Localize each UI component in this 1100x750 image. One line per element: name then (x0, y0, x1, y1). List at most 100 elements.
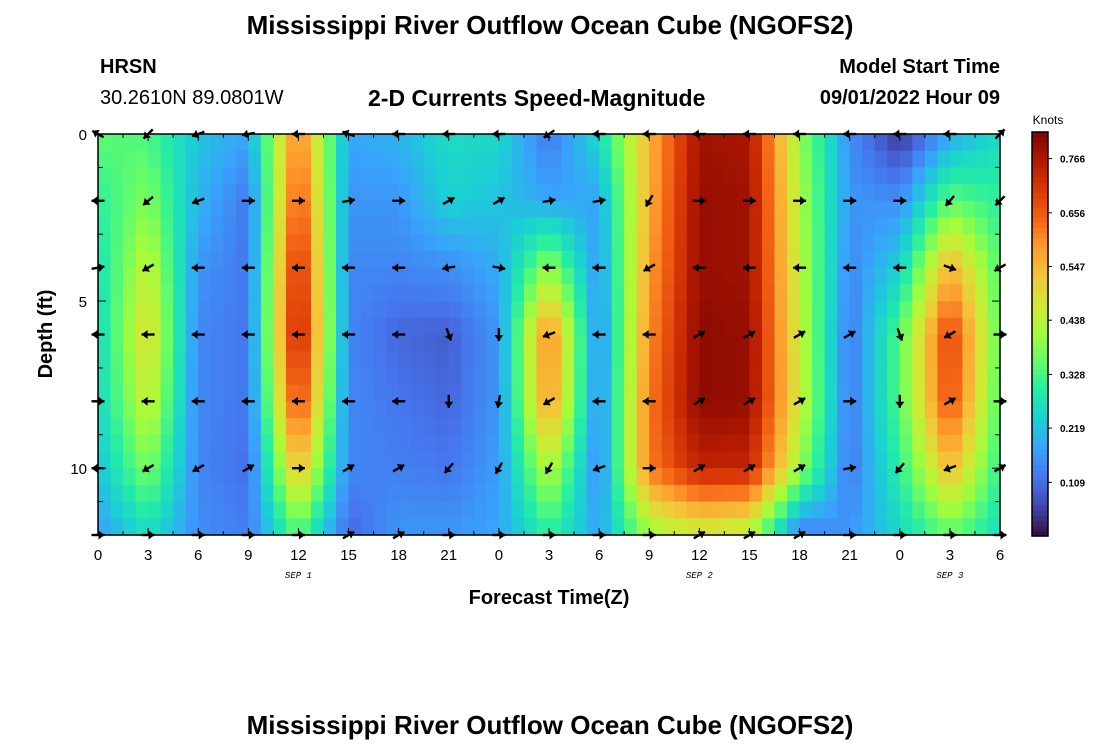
heatmap-cell (661, 200, 675, 219)
heatmap-cell (586, 518, 600, 536)
heatmap-cell (160, 434, 174, 453)
heatmap-cell (110, 150, 124, 169)
heatmap-cell (448, 301, 462, 319)
heatmap-cell (348, 167, 362, 185)
heatmap-cell (123, 334, 137, 352)
current-arrow (141, 463, 155, 473)
heatmap-cell (724, 134, 738, 152)
heatmap-cell (523, 351, 538, 369)
heatmap-cell (686, 184, 700, 202)
heatmap-cell (248, 267, 262, 285)
heatmap-cell (774, 351, 788, 369)
current-arrow (442, 263, 456, 273)
heatmap-cell (473, 167, 487, 185)
heatmap-cell (361, 484, 375, 503)
heatmap-cell (285, 284, 300, 302)
heatmap-cell (323, 301, 337, 319)
heatmap-cell (724, 451, 738, 469)
heatmap-cell (962, 217, 976, 235)
heatmap-cell (574, 184, 588, 202)
heatmap-cell (173, 317, 187, 336)
heatmap-cell (436, 301, 450, 319)
heatmap-cell (686, 150, 700, 169)
heatmap-cell (123, 250, 137, 269)
heatmap-cell (586, 217, 600, 235)
heatmap-cell (674, 384, 688, 402)
heatmap-cell (912, 367, 926, 386)
heatmap-cell (912, 317, 926, 336)
heatmap-cell (110, 384, 124, 402)
heatmap-cell (348, 468, 362, 486)
heatmap-cell (348, 301, 362, 319)
heatmap-cell (761, 250, 776, 269)
heatmap-cell (98, 184, 112, 202)
heatmap-cell (260, 184, 274, 202)
heatmap-cell (636, 284, 650, 302)
colorbar-segment (1032, 455, 1048, 461)
heatmap-cell (323, 184, 337, 202)
heatmap-cell (398, 501, 412, 519)
heatmap-cell (361, 150, 375, 169)
heatmap-cell (148, 217, 162, 235)
heatmap-cell (461, 217, 475, 235)
heatmap-cell (549, 351, 563, 369)
current-arrow (191, 396, 205, 406)
x-tick-label: 6 (595, 547, 603, 564)
heatmap-cell (348, 134, 362, 152)
heatmap-cell (736, 451, 751, 469)
heatmap-cell (223, 384, 237, 402)
heatmap-cell (310, 184, 325, 202)
colorbar-segment (1032, 485, 1048, 492)
current-arrow (793, 330, 806, 339)
heatmap-cell (260, 150, 274, 169)
heatmap-cell (774, 401, 788, 419)
heatmap-cell (386, 267, 400, 285)
heatmap-cell (386, 217, 400, 235)
heatmap-cell (436, 384, 450, 402)
colorbar-unit: Knots (1033, 113, 1064, 127)
heatmap-cell (260, 484, 274, 503)
heatmap-cell (624, 468, 638, 486)
heatmap-cell (473, 134, 487, 152)
colorbar-segment (1032, 465, 1048, 471)
heatmap-cell (185, 367, 199, 386)
heatmap-cell (398, 301, 412, 319)
heatmap-cell (386, 167, 400, 185)
heatmap-cell (361, 367, 375, 386)
heatmap-cell (523, 217, 538, 235)
current-arrow (291, 330, 305, 339)
heatmap-cell (624, 267, 638, 285)
heatmap-cell (711, 434, 725, 453)
heatmap-cell (473, 301, 487, 319)
heatmap-cell (448, 501, 462, 519)
heatmap-cell (223, 267, 237, 285)
heatmap-cell (586, 317, 600, 336)
heatmap-cell (223, 217, 237, 235)
current-arrow (191, 263, 205, 273)
heatmap-cell (649, 167, 663, 185)
heatmap-cell (98, 401, 112, 419)
heatmap-cell (235, 317, 249, 336)
heatmap-cell (611, 484, 625, 503)
heatmap-cell (774, 418, 788, 436)
heatmap-cell (536, 250, 550, 269)
heatmap-cell (887, 134, 901, 152)
heatmap-cell (924, 200, 938, 219)
current-arrow (843, 463, 857, 473)
heatmap-cell (774, 150, 788, 169)
x-tick-label: 6 (194, 547, 202, 564)
heatmap-cell (98, 384, 112, 402)
heatmap-cell (624, 401, 638, 419)
x-tick-label: 15 (340, 547, 357, 564)
heatmap-cell (148, 284, 162, 302)
heatmap-cell (373, 418, 387, 436)
heatmap-cell (185, 351, 199, 369)
heatmap-cell (348, 451, 362, 469)
heatmap-cell (98, 200, 112, 219)
heatmap-cell (599, 468, 613, 486)
heatmap-cell (824, 384, 838, 402)
heatmap-cell (285, 518, 300, 536)
heatmap-cell (310, 250, 325, 269)
heatmap-cell (874, 200, 888, 219)
heatmap-cell (473, 484, 487, 503)
